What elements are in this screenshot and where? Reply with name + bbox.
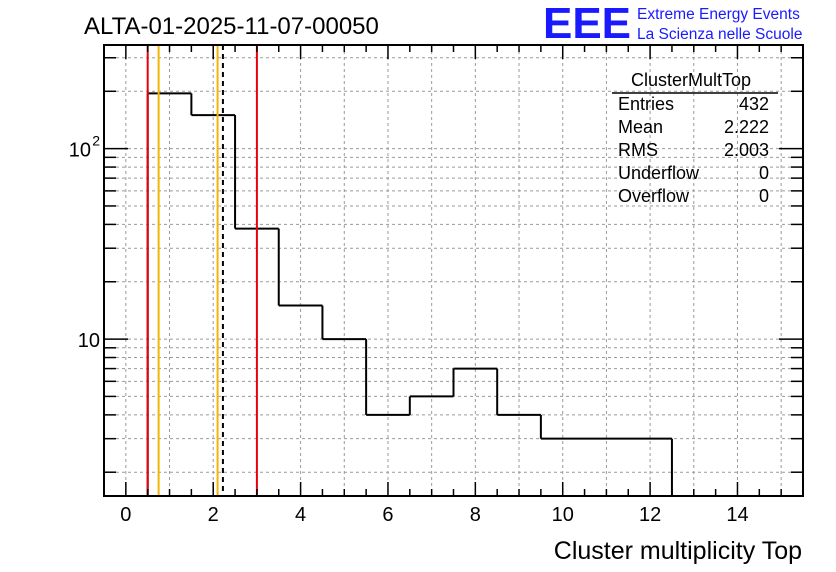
x-tick-label: 0 <box>120 504 131 526</box>
stats-label: RMS <box>618 140 658 160</box>
stats-value: 2.222 <box>724 117 769 137</box>
x-tick-labels: 0 2 4 6 8 10 12 14 <box>120 504 748 526</box>
x-axis-label: Cluster multiplicity Top <box>554 537 802 565</box>
x-tick-label: 8 <box>470 504 481 526</box>
x-tick-label: 12 <box>639 504 661 526</box>
logo-line-1: Extreme Energy Events <box>637 6 800 23</box>
stats-label: Entries <box>618 94 674 114</box>
histogram-bins <box>146 92 673 496</box>
stats-box: ClusterMultTop Entries 432 Mean 2.222 RMS 2.0… <box>612 70 778 206</box>
grid-lines <box>104 45 803 496</box>
plot-frame <box>103 44 804 497</box>
y-tick-label: 10 <box>78 330 100 352</box>
stats-title: ClusterMultTop <box>631 70 751 90</box>
y-tick-label-exponent: 2 <box>92 133 100 149</box>
eee-logo: EEE Extreme Energy Events La Scienza nel… <box>543 0 802 48</box>
marker-lines <box>146 45 258 496</box>
stats-value: 2.003 <box>724 140 769 160</box>
x-tick-label: 6 <box>382 504 393 526</box>
x-tick-label: 10 <box>552 504 574 526</box>
chart-title: ALTA-01-2025-11-07-00050 <box>84 13 379 40</box>
x-tick-label: 4 <box>295 504 306 526</box>
stats-value: 0 <box>759 163 769 183</box>
x-tick-label: 14 <box>726 504 748 526</box>
y-tick-label: 10 <box>69 140 91 162</box>
stats-rows: Entries 432 Mean 2.222 RMS 2.003 Underflow 0 Ove… <box>618 94 769 206</box>
eee-logo-mark: EEE <box>543 0 631 48</box>
x-tick-label: 2 <box>208 504 219 526</box>
stats-value: 432 <box>739 94 769 114</box>
stats-value: 0 <box>759 186 769 206</box>
stats-label: Overflow <box>618 186 690 206</box>
stats-label: Underflow <box>618 163 700 183</box>
stats-label: Mean <box>618 117 663 137</box>
axis-ticks <box>104 45 803 496</box>
logo-line-2: La Scienza nelle Scuole <box>637 26 802 43</box>
